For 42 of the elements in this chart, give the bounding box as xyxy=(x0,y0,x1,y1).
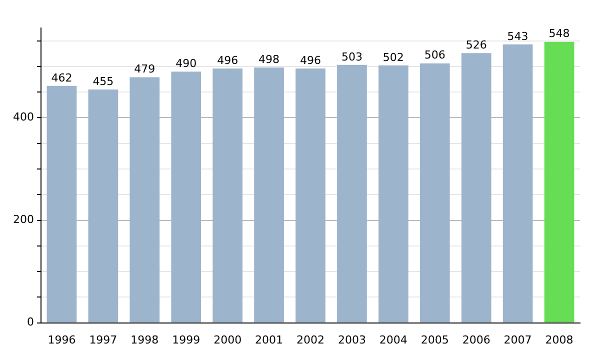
data-label: 496 xyxy=(217,54,238,67)
x-tick-label: 2003 xyxy=(338,333,366,346)
bar xyxy=(254,67,284,322)
x-tick-label: 2005 xyxy=(420,333,449,346)
data-label: 526 xyxy=(466,38,487,52)
data-label: 462 xyxy=(51,71,72,84)
y-tick-label: 0 xyxy=(26,316,34,329)
x-tick-label: 2000 xyxy=(214,333,242,346)
x-tick-label: 2007 xyxy=(504,333,532,346)
x-tick-label: 1997 xyxy=(89,333,118,346)
bar xyxy=(337,64,367,322)
data-label: 455 xyxy=(92,74,114,88)
data-label: 548 xyxy=(548,27,570,40)
data-label: 506 xyxy=(424,48,446,62)
x-tick-label: 2002 xyxy=(296,333,324,346)
bar xyxy=(212,68,242,322)
x-tick-label: 1999 xyxy=(172,333,200,346)
y-tick-label: 400 xyxy=(12,110,34,124)
y-tick-label: 200 xyxy=(12,213,34,226)
data-label: 502 xyxy=(382,50,404,64)
data-label: 503 xyxy=(341,50,362,64)
bar xyxy=(502,44,533,322)
bar xyxy=(461,53,492,322)
bar xyxy=(130,77,160,322)
x-tick-label: 2006 xyxy=(462,333,490,346)
data-label: 498 xyxy=(258,52,280,66)
x-tick-label: 2008 xyxy=(545,333,574,346)
x-tick-label: 2004 xyxy=(379,333,408,346)
bar xyxy=(46,86,77,322)
x-tick-label: 2001 xyxy=(255,333,284,346)
bar xyxy=(171,72,202,322)
x-tick-label: 1998 xyxy=(130,333,159,346)
bar xyxy=(544,42,574,322)
x-tick-label: 1996 xyxy=(48,333,76,346)
data-label: 543 xyxy=(507,30,528,43)
bar xyxy=(296,68,326,322)
data-label: 496 xyxy=(300,54,321,67)
data-label: 479 xyxy=(134,62,156,76)
bar xyxy=(378,65,408,322)
data-label: 490 xyxy=(176,56,197,70)
bar xyxy=(88,90,118,322)
bar xyxy=(420,63,450,322)
